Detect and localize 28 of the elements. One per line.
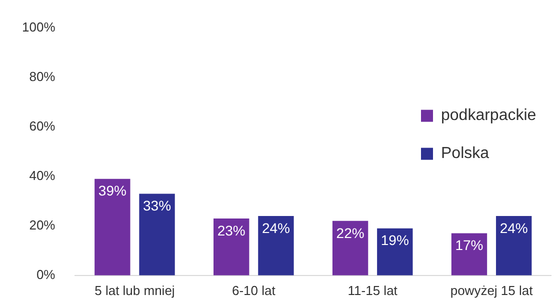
data-label: 22% xyxy=(336,224,364,241)
data-label: 39% xyxy=(98,182,126,199)
x-tick-label: powyżej 15 lat xyxy=(450,282,534,298)
data-label: 24% xyxy=(262,220,290,236)
bar xyxy=(94,178,130,276)
data-label: 24% xyxy=(500,220,528,236)
legend-label: podkarpackie xyxy=(441,107,536,124)
data-label: 23% xyxy=(217,222,246,238)
y-tick-label: 20% xyxy=(29,217,56,232)
y-tick-label: 80% xyxy=(29,68,56,84)
bar xyxy=(214,218,250,276)
y-tick-label: 100% xyxy=(22,19,56,34)
bar xyxy=(139,194,175,276)
x-tick-label: 11-15 lat xyxy=(348,282,398,298)
legend-label: Polska xyxy=(441,145,490,162)
data-label: 17% xyxy=(455,237,484,254)
data-label: 19% xyxy=(380,232,409,248)
x-tick-label: 5 lat lub mniej xyxy=(94,282,175,298)
data-label: 33% xyxy=(143,198,172,214)
y-tick-label: 0% xyxy=(36,266,56,282)
y-tick-label: 40% xyxy=(29,168,56,183)
bar xyxy=(258,216,294,276)
bar xyxy=(451,233,488,276)
bar xyxy=(332,220,368,276)
x-tick-label: 6-10 lat xyxy=(232,282,276,298)
bar xyxy=(377,228,413,276)
bar xyxy=(496,216,532,276)
y-tick-label: 60% xyxy=(29,118,56,134)
